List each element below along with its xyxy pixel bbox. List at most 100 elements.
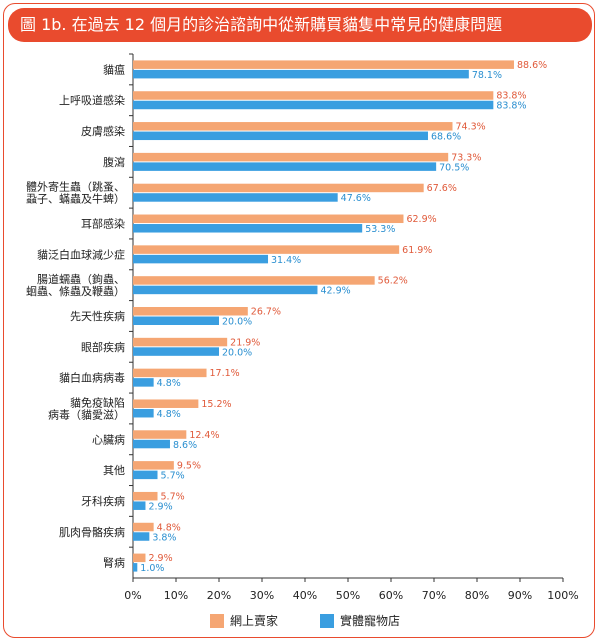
chart-title-bar: 圖 1b. 在過去 12 個月的診治諮詢中從新購買貓隻中常見的健康問題 <box>8 8 592 42</box>
bar-online-seller <box>133 368 207 378</box>
value-label-pet-store: 53.3% <box>365 224 395 235</box>
value-label-online-seller: 15.2% <box>201 399 231 410</box>
category-label: 腹瀉 <box>103 155 125 169</box>
category-label: 眼部疾病 <box>81 340 125 354</box>
bar-pet-store <box>133 254 269 264</box>
category-label: 腎病 <box>103 556 125 570</box>
value-label-pet-store: 70.5% <box>439 162 469 173</box>
category-label: 體外寄生蟲（跳蚤、 <box>26 180 125 194</box>
bar-online-seller <box>133 522 154 532</box>
legend-label-pet-store: 實體寵物店 <box>340 614 401 628</box>
value-label-pet-store: 68.6% <box>431 132 461 143</box>
x-tick-label: 70% <box>422 589 446 602</box>
bar-online-seller <box>133 183 424 193</box>
bar-pet-store <box>133 501 146 510</box>
bar-online-seller <box>133 337 228 347</box>
value-label-online-seller: 56.2% <box>378 276 408 287</box>
category-label: 蛔蟲、條蟲及鞭蟲） <box>26 284 125 298</box>
value-label-online-seller: 26.7% <box>251 307 281 318</box>
x-tick-label: 40% <box>293 589 317 602</box>
x-tick-label: 0% <box>124 589 141 602</box>
value-label-online-seller: 88.6% <box>517 60 547 71</box>
value-label-pet-store: 2.9% <box>148 501 172 512</box>
bar-pet-store <box>133 285 318 295</box>
value-label-pet-store: 5.7% <box>161 471 185 482</box>
category-label: 心臟病 <box>92 432 125 446</box>
value-label-online-seller: 74.3% <box>455 122 485 133</box>
bar-online-seller <box>133 214 404 224</box>
bar-online-seller <box>133 152 449 162</box>
category-label: 腸道蠕蟲（鉤蟲、 <box>37 272 125 286</box>
category-label: 耳部感染 <box>81 217 125 231</box>
bar-online-seller <box>133 553 146 563</box>
value-label-online-seller: 61.9% <box>402 245 432 256</box>
bar-online-seller <box>133 399 199 408</box>
x-tick-label: 20% <box>207 589 231 602</box>
bar-pet-store <box>133 224 363 233</box>
value-label-pet-store: 4.8% <box>157 409 181 420</box>
value-label-pet-store: 31.4% <box>271 255 301 266</box>
bar-online-seller <box>133 430 187 439</box>
category-label: 蝨子、蟎蟲及牛蜱） <box>26 192 125 206</box>
value-label-online-seller: 4.8% <box>157 522 181 533</box>
value-label-online-seller: 21.9% <box>230 337 260 348</box>
x-tick-label: 60% <box>379 589 403 602</box>
value-label-pet-store: 47.6% <box>341 193 371 204</box>
bar-online-seller <box>133 245 400 254</box>
x-tick-label: 10% <box>164 589 188 602</box>
legend-swatch-pet-store <box>320 613 334 628</box>
legend-item-pet-store: 實體寵物店 <box>320 612 400 629</box>
category-label: 上呼吸道感染 <box>59 93 125 107</box>
bar-online-seller <box>133 122 453 131</box>
bar-pet-store <box>133 470 158 480</box>
x-tick-label: 100% <box>547 589 578 602</box>
category-label: 肌肉骨骼疾病 <box>59 525 125 539</box>
value-label-online-seller: 9.5% <box>177 461 201 472</box>
category-label: 貓免疫缺陷 <box>70 395 125 409</box>
bar-pet-store <box>133 131 428 141</box>
legend-swatch-online-seller <box>210 613 224 628</box>
category-label: 其他 <box>103 464 125 477</box>
chart-title: 圖 1b. 在過去 12 個月的診治諮詢中從新購買貓隻中常見的健康問題 <box>20 15 503 34</box>
category-label: 先天性疾病 <box>70 309 125 323</box>
bar-pet-store <box>133 532 150 541</box>
value-label-pet-store: 78.1% <box>472 70 502 81</box>
x-tick-label: 30% <box>250 589 274 602</box>
category-label: 貓白血病病毒 <box>59 371 125 385</box>
value-label-pet-store: 42.9% <box>320 286 350 297</box>
bar-pet-store <box>133 347 219 356</box>
bar-pet-store <box>133 100 494 110</box>
bar-pet-store <box>133 378 154 387</box>
bar-online-seller <box>133 307 248 316</box>
bar-pet-store <box>133 408 154 418</box>
category-label: 貓瘟 <box>103 62 125 76</box>
bar-online-seller <box>133 491 158 501</box>
bar-online-seller <box>133 60 514 69</box>
legend-item-online-seller: 網上賣家 <box>210 612 278 629</box>
category-label: 病毒（貓愛滋） <box>48 407 125 421</box>
value-label-pet-store: 4.8% <box>157 378 181 389</box>
value-label-online-seller: 73.3% <box>451 152 481 163</box>
value-label-pet-store: 83.8% <box>496 101 526 112</box>
chart-frame <box>3 3 595 638</box>
value-label-pet-store: 1.0% <box>140 563 164 574</box>
x-tick-label: 50% <box>336 589 360 602</box>
chart-legend: 網上賣家 實體寵物店 <box>210 612 510 632</box>
value-label-online-seller: 62.9% <box>406 214 436 225</box>
bar-pet-store <box>133 193 338 202</box>
category-label: 牙科疾病 <box>81 494 125 508</box>
bar-pet-store <box>133 563 138 572</box>
legend-label-online-seller: 網上賣家 <box>230 614 279 628</box>
x-tick-label: 80% <box>465 589 489 602</box>
value-label-pet-store: 3.8% <box>152 532 176 543</box>
category-label: 貓泛白血球減少症 <box>37 247 125 261</box>
value-label-online-seller: 17.1% <box>210 368 240 379</box>
category-label: 皮膚感染 <box>81 124 125 138</box>
bar-pet-store <box>133 162 437 171</box>
value-label-pet-store: 20.0% <box>222 317 252 328</box>
value-label-pet-store: 20.0% <box>222 347 252 358</box>
value-label-online-seller: 83.8% <box>496 91 526 102</box>
bar-online-seller <box>133 91 494 100</box>
bar-online-seller <box>133 461 174 470</box>
bar-pet-store <box>133 69 469 79</box>
